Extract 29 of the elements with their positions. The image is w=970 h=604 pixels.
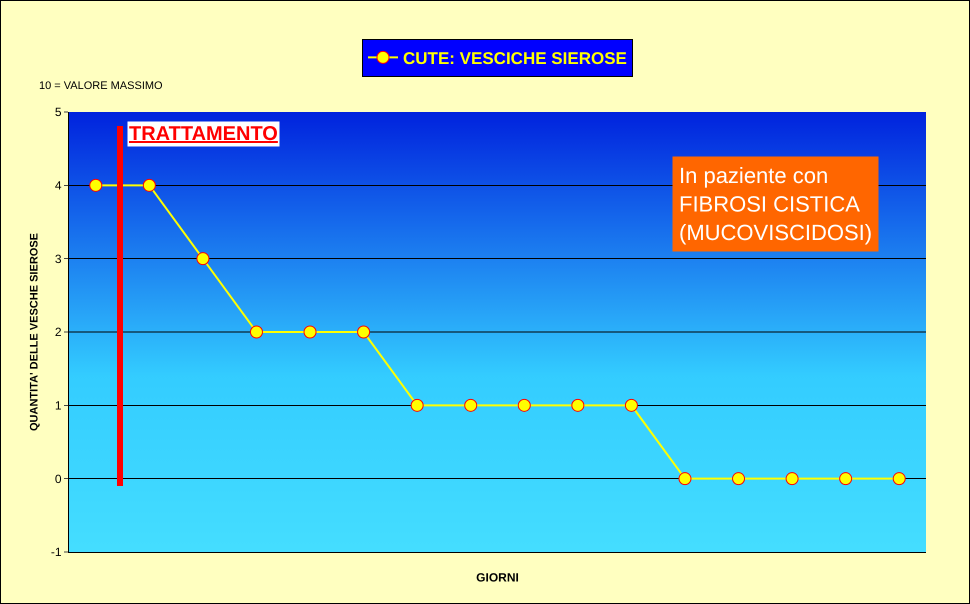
y-tick-label: 2 bbox=[54, 325, 62, 340]
y-tick-label: 4 bbox=[54, 178, 62, 193]
y-tick-label: 3 bbox=[54, 252, 62, 266]
annotation: TRATTAMENTO bbox=[129, 123, 278, 145]
legend-label: CUTE: VESCICHE SIEROSE bbox=[403, 48, 627, 68]
point bbox=[518, 398, 531, 412]
y-tick-label: 5 bbox=[54, 105, 62, 120]
point bbox=[304, 326, 317, 338]
point bbox=[624, 398, 638, 412]
point bbox=[786, 472, 799, 486]
point bbox=[196, 252, 210, 266]
point bbox=[250, 326, 263, 338]
point bbox=[892, 472, 906, 486]
y-tick-label: 0 bbox=[54, 472, 62, 486]
point bbox=[89, 178, 102, 192]
point bbox=[678, 472, 692, 486]
point bbox=[410, 398, 424, 412]
y-tick-label: -1 bbox=[50, 545, 62, 560]
point bbox=[571, 398, 584, 412]
point bbox=[142, 178, 156, 192]
x-axis-title: GIORNI bbox=[476, 570, 519, 584]
point bbox=[732, 472, 746, 486]
point bbox=[357, 326, 370, 338]
y-tick-label: 1 bbox=[54, 398, 62, 413]
point bbox=[464, 398, 478, 412]
y-axis-title: QUANTITA' DELLE VESCHE SIEROSE bbox=[28, 233, 41, 431]
text: 10 = VALORE MASSIMO bbox=[39, 80, 164, 92]
point bbox=[839, 472, 852, 486]
annotation: In paziente con FIBROSI CISTICA (MUCOVISCIDOSI) bbox=[679, 163, 872, 246]
